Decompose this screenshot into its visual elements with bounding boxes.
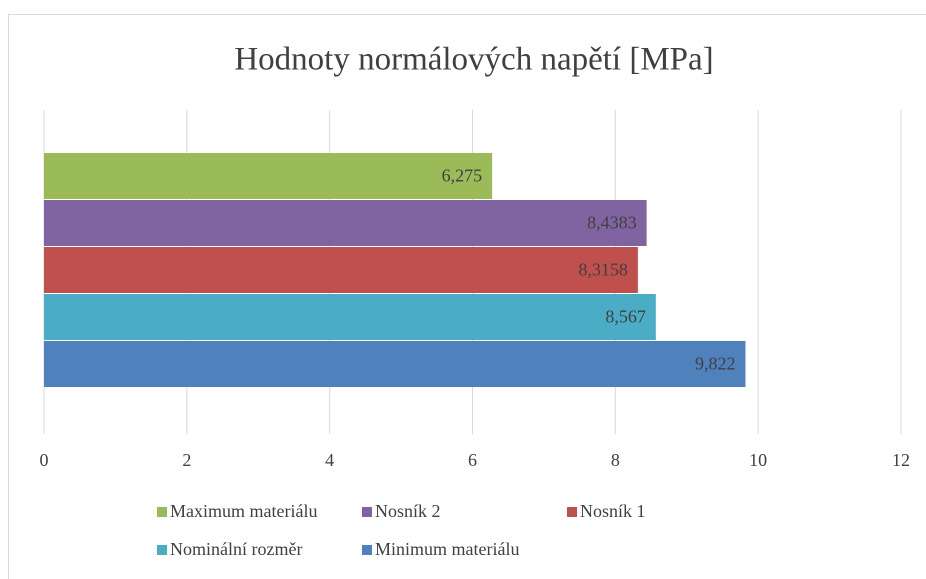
legend-marker [567, 507, 577, 517]
data-label: 8,3158 [578, 260, 628, 280]
bar [44, 200, 647, 246]
bar [44, 247, 638, 293]
legend-label: Minimum materiálu [375, 539, 519, 559]
x-tick-label: 10 [749, 450, 767, 470]
x-tick-label: 6 [468, 450, 477, 470]
x-tick-label: 12 [892, 450, 910, 470]
data-label: 8,567 [605, 307, 646, 327]
bar [44, 153, 493, 199]
data-label: 9,822 [695, 354, 736, 374]
legend-label: Maximum materiálu [170, 501, 317, 521]
chart-title: Hodnoty normálových napětí [MPa] [234, 42, 713, 78]
legend-marker [157, 507, 167, 517]
bar [44, 341, 746, 387]
x-tick-label: 8 [611, 450, 620, 470]
bar [44, 294, 656, 340]
legend-marker [362, 545, 372, 555]
data-label: 8,4383 [587, 213, 637, 233]
legend-marker [362, 507, 372, 517]
x-tick-label: 0 [40, 450, 49, 470]
legend-label: Nominální rozměr [170, 539, 302, 559]
legend-marker [157, 545, 167, 555]
x-tick-label: 2 [182, 450, 191, 470]
legend-label: Nosník 1 [580, 501, 646, 521]
x-tick-label: 4 [325, 450, 334, 470]
data-label: 6,275 [442, 166, 483, 186]
legend-label: Nosník 2 [375, 501, 441, 521]
